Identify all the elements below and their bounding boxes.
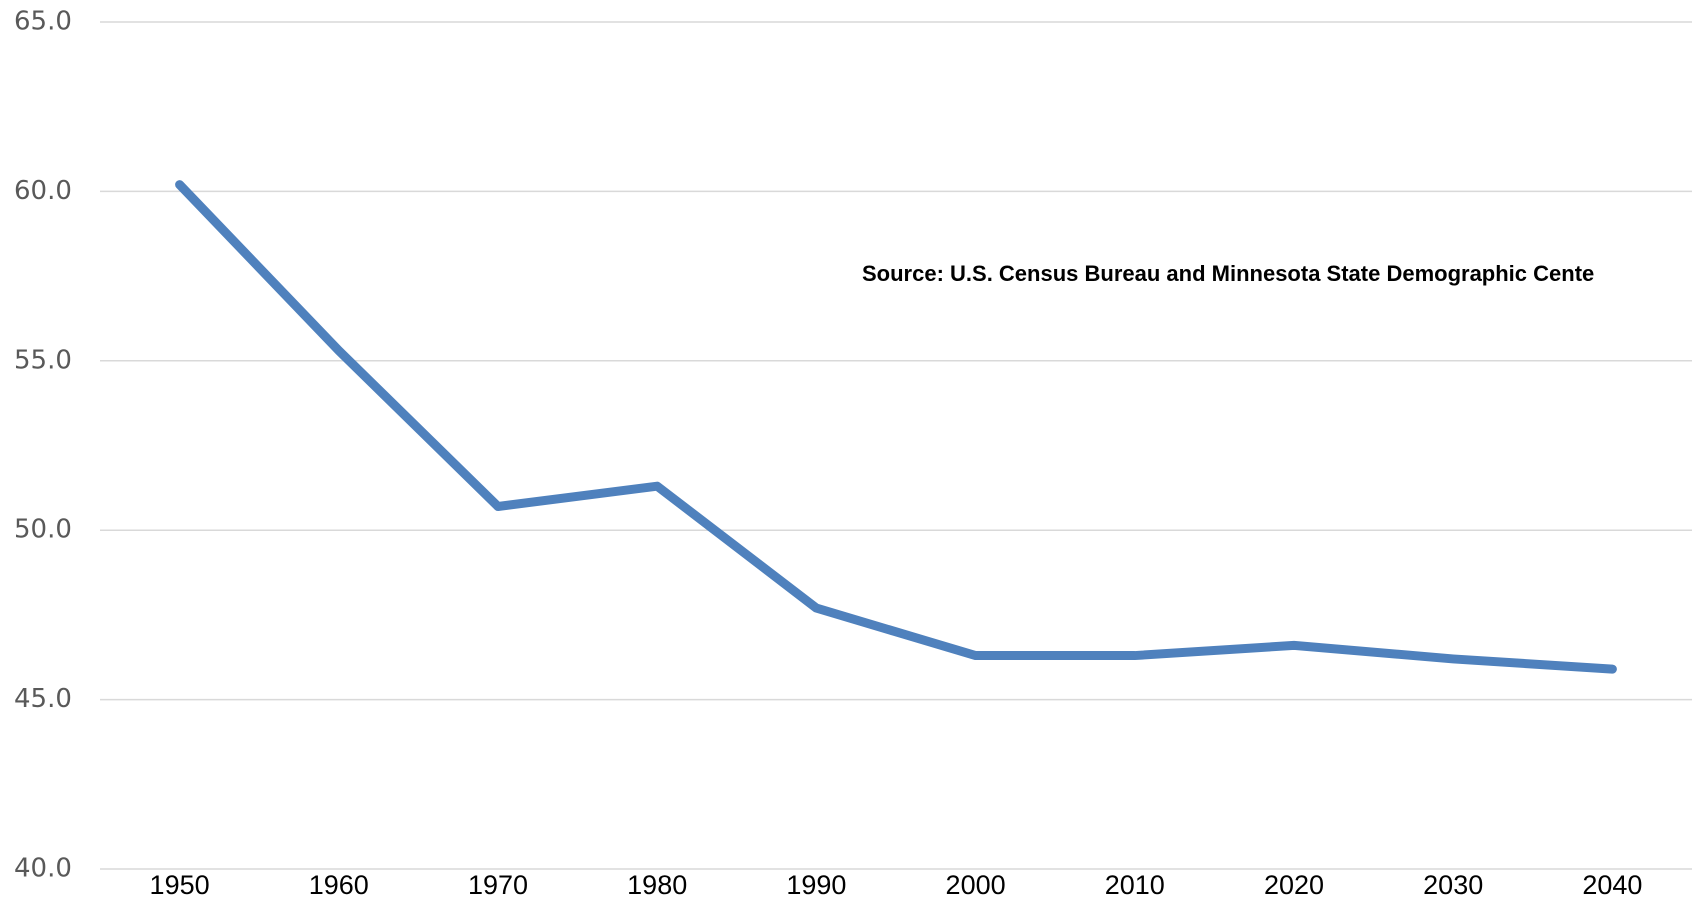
x-tick-label: 2040 <box>1582 870 1642 900</box>
y-tick-label: 60.0 <box>14 176 72 206</box>
x-tick-label: 2020 <box>1264 870 1324 900</box>
y-tick-label: 65.0 <box>14 7 72 37</box>
y-tick-label: 40.0 <box>14 854 72 884</box>
y-tick-label: 55.0 <box>14 345 72 375</box>
x-tick-label: 1960 <box>309 870 369 900</box>
x-tick-label: 2030 <box>1423 870 1483 900</box>
x-tick-label: 1950 <box>150 870 210 900</box>
x-tick-label: 2010 <box>1105 870 1165 900</box>
y-tick-label: 50.0 <box>14 515 72 545</box>
x-tick-label: 1970 <box>468 870 528 900</box>
source-annotation: Source: U.S. Census Bureau and Minnesota… <box>862 261 1594 286</box>
x-tick-label: 1990 <box>786 870 846 900</box>
x-tick-label: 2000 <box>946 870 1006 900</box>
data-line <box>175 180 1617 674</box>
y-tick-label: 45.0 <box>14 684 72 714</box>
x-tick-label: 1980 <box>627 870 687 900</box>
